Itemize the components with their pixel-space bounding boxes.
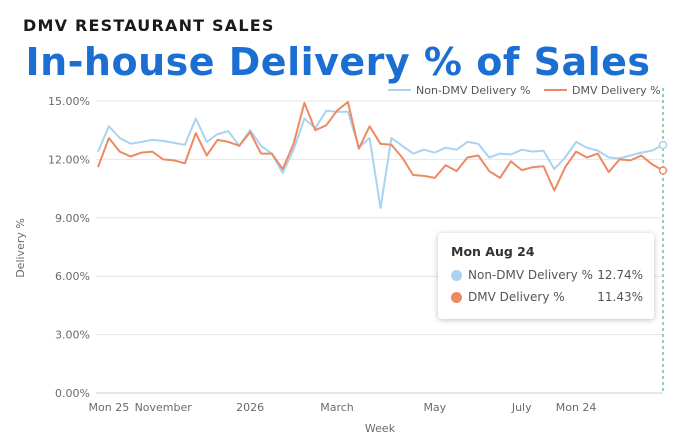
tooltip-row-non-dmv: Non-DMV Delivery % 12.74% [451,268,643,284]
legend-label: Non-DMV Delivery % [416,84,531,97]
series-line-1[interactable] [97,101,664,192]
x-tick-label: November [135,401,193,414]
x-tick-label: 2026 [236,401,264,414]
tooltip-title: Mon Aug 24 [451,244,535,259]
y-tick-label: 0.00% [55,387,90,400]
x-tick-label: March [320,401,354,414]
x-axis-ticks: Mon 25 November 2026 March May July Mon 24 [89,401,597,414]
x-tick-label: Mon 25 [89,401,130,414]
legend-label: DMV Delivery % [572,84,661,97]
tooltip-label: Non-DMV Delivery % [468,268,593,282]
tooltip-value: 11.43% [597,290,643,304]
dmv-swatch-icon [451,292,462,303]
chart-kicker: DMV RESTAURANT SALES [23,16,275,35]
series-line-0[interactable] [97,109,664,210]
tooltip-label: DMV Delivery % [468,290,565,304]
chart-headline: In-house Delivery % of Sales [25,40,651,84]
y-tick-label: 6.00% [55,270,90,283]
x-tick-label: May [423,401,446,414]
x-tick-label: Mon 24 [556,401,597,414]
y-tick-label: 15.00% [48,95,90,108]
grid-lines [96,100,663,394]
hover-tooltip: Mon Aug 24 Non-DMV Delivery % 12.74% DMV… [438,233,654,319]
y-tick-label: 12.00% [48,153,90,166]
chart-legend[interactable]: Non-DMV Delivery % DMV Delivery % [388,84,661,97]
series-lines [97,101,668,210]
y-axis-ticks: 0.00% 3.00% 6.00% 9.00% 12.00% 15.00% [48,95,90,400]
y-tick-label: 3.00% [55,329,90,342]
non-dmv-swatch-icon [451,270,462,281]
x-tick-label: July [511,401,532,414]
y-tick-label: 9.00% [55,212,90,225]
x-axis-title: Week [365,422,396,435]
y-axis-title: Delivery % [14,218,27,278]
series-marker-0[interactable] [658,140,668,150]
tooltip-row-dmv: DMV Delivery % 11.43% [451,290,643,306]
series-marker-1[interactable] [658,166,668,175]
tooltip-value: 12.74% [597,268,643,282]
